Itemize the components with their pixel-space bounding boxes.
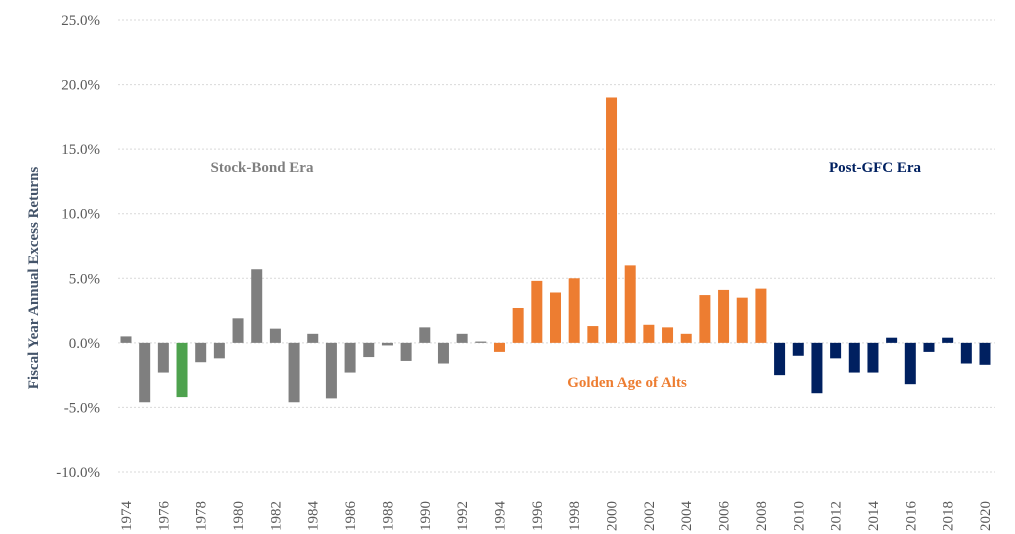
- bar-2006: [718, 289, 730, 343]
- bar-1986: [344, 342, 356, 373]
- bar-2014: [867, 342, 879, 373]
- bar-2018: [942, 337, 954, 343]
- bar-2001: [624, 265, 636, 343]
- bar-1981: [251, 269, 263, 343]
- y-axis-label: Fiscal Year Annual Excess Returns: [26, 167, 42, 390]
- bar-1994: [493, 342, 505, 352]
- x-tick-label: 1982: [268, 501, 284, 531]
- x-tick-label: 1994: [492, 501, 508, 532]
- x-tick-label: 2004: [679, 501, 695, 532]
- bar-2020: [979, 342, 991, 365]
- bar-1982: [269, 328, 281, 343]
- bar-1978: [195, 342, 207, 363]
- bar-2017: [923, 342, 935, 352]
- bar-2007: [736, 297, 748, 343]
- bar-1989: [400, 342, 412, 361]
- bar-2016: [904, 342, 916, 385]
- bar-1995: [512, 307, 524, 343]
- x-tick-label: 2008: [754, 501, 770, 531]
- x-tick-label: 2002: [642, 501, 658, 531]
- bar-2008: [755, 288, 767, 343]
- bar-1987: [363, 342, 375, 358]
- bar-2019: [960, 342, 972, 364]
- bar-1997: [550, 292, 561, 343]
- bar-2002: [643, 324, 655, 343]
- x-tick-label: 1976: [156, 501, 172, 532]
- x-tick-label: 2000: [605, 501, 621, 531]
- x-tick-label: 1988: [380, 501, 396, 531]
- era-label: Post-GFC Era: [829, 160, 922, 176]
- x-tick-label: 1974: [119, 501, 135, 532]
- x-tick-label: 2010: [791, 501, 807, 531]
- y-tick-label: 15.0%: [61, 142, 100, 158]
- bar-1985: [325, 342, 337, 399]
- bar-2000: [606, 97, 618, 343]
- bar-2004: [680, 333, 692, 343]
- bar-1984: [307, 333, 319, 343]
- bar-1992: [456, 333, 468, 343]
- x-tick-label: 1978: [194, 501, 210, 531]
- bar-2015: [886, 337, 898, 343]
- era-labels: Stock-Bond Era Golden Age of Alts Post-GFC…: [211, 160, 922, 391]
- bar-1999: [587, 326, 599, 343]
- x-tick-label: 2018: [941, 501, 957, 531]
- x-tick-label: 2012: [829, 501, 845, 531]
- bar-1996: [531, 280, 543, 343]
- x-tick-label: 2016: [903, 501, 919, 532]
- x-tick-label: 1990: [418, 501, 434, 531]
- y-tick-label: -5.0%: [64, 400, 100, 416]
- y-tick-label: 20.0%: [61, 78, 100, 94]
- bar-1993: [475, 341, 487, 343]
- y-tick-label: 10.0%: [61, 207, 100, 223]
- y-axis-ticks: 25.0% 20.0% 15.0% 10.0% 5.0% 0.0% -5.0% -10.0%: [56, 13, 100, 481]
- bar-1975: [139, 342, 151, 403]
- x-tick-label: 1992: [455, 501, 471, 531]
- bar-2011: [811, 342, 823, 394]
- bar-1991: [437, 342, 449, 364]
- bar-1983: [288, 342, 300, 403]
- x-tick-label: 1986: [343, 501, 359, 532]
- bar-2012: [830, 342, 842, 359]
- x-tick-label: 1984: [306, 501, 322, 532]
- gridlines: [118, 19, 995, 473]
- bar-2013: [848, 342, 860, 373]
- x-tick-label: 2014: [866, 501, 882, 532]
- x-tick-label: 1998: [567, 501, 583, 531]
- x-tick-label: 1996: [530, 501, 546, 532]
- bar-1977: [176, 342, 188, 398]
- era-label: Golden Age of Alts: [567, 375, 687, 391]
- era-label: Stock-Bond Era: [211, 160, 314, 176]
- y-tick-label: 0.0%: [69, 336, 100, 352]
- bar-2010: [792, 342, 804, 356]
- x-tick-label: 1980: [231, 501, 247, 531]
- y-tick-label: -10.0%: [56, 465, 100, 481]
- y-tick-label: 25.0%: [61, 13, 100, 29]
- bar-1988: [381, 342, 393, 346]
- bar-1998: [568, 278, 580, 343]
- bar-1976: [157, 342, 169, 373]
- x-tick-label: 2020: [978, 501, 994, 531]
- bar-1980: [232, 318, 244, 343]
- bar-1990: [419, 327, 431, 343]
- bar-2009: [774, 342, 786, 376]
- y-tick-label: 5.0%: [69, 271, 100, 287]
- bar-2005: [699, 295, 711, 343]
- bar-1974: [120, 336, 132, 343]
- bars: [120, 97, 991, 403]
- x-tick-label: 2006: [717, 501, 733, 532]
- x-axis-ticks: 1974 1976 1978 1980 1982 1984 1986 1988 1990 1992…: [119, 501, 994, 532]
- bar-2003: [662, 327, 674, 343]
- bar-1979: [213, 342, 225, 359]
